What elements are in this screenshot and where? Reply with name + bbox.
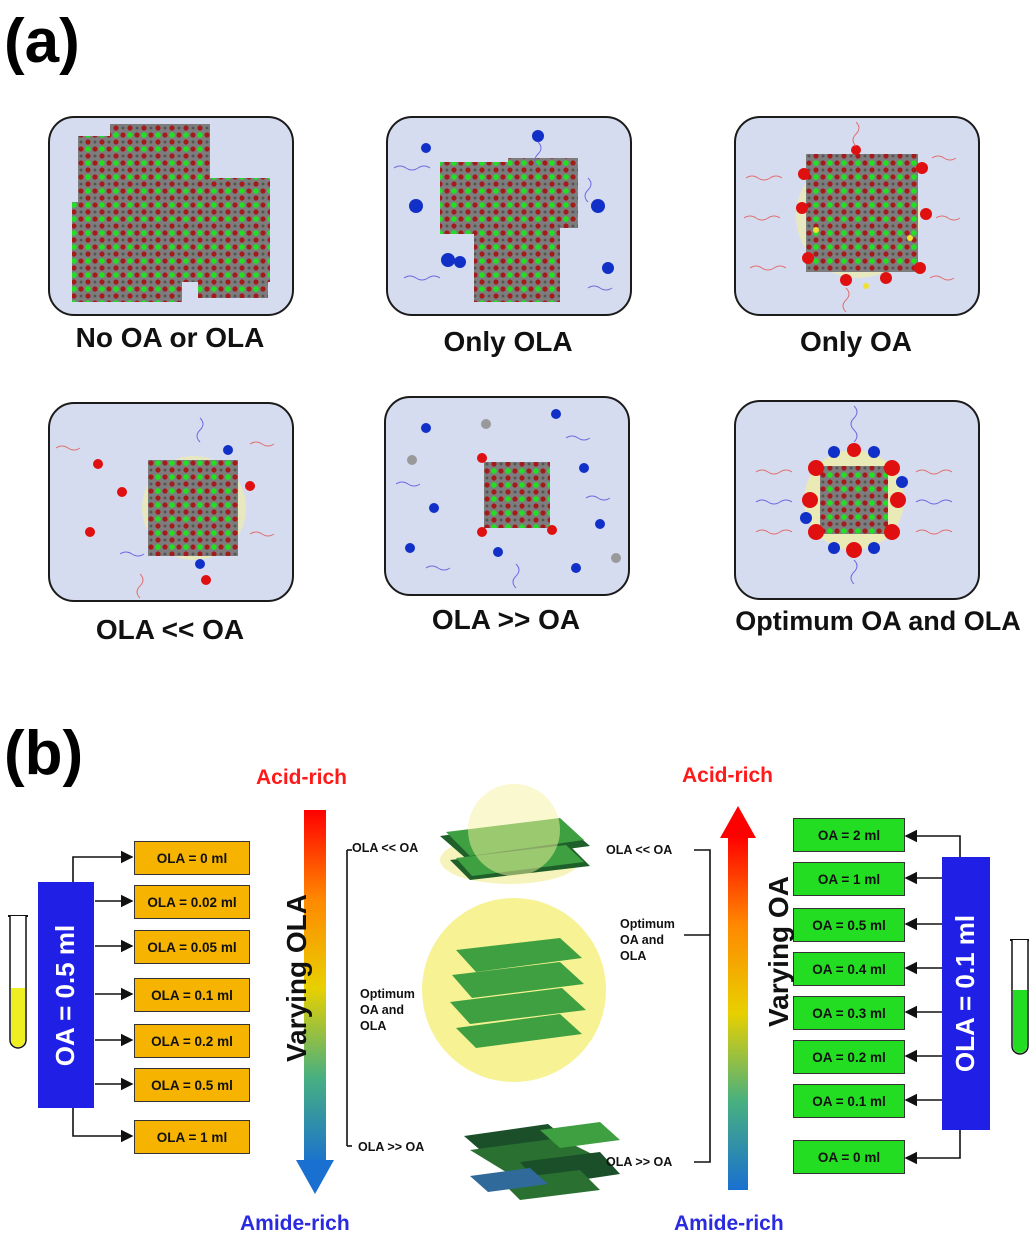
- ola-more-oa-illustration: [395, 409, 621, 589]
- left-amide-rich-label: Amide-rich: [240, 1212, 350, 1235]
- left-mark-mid-line-2: OLA: [360, 1019, 387, 1033]
- scheme-optimum: [734, 400, 980, 600]
- right-ola-bar-label: OLA = 0.1 ml: [950, 914, 981, 1073]
- right-bracket: [684, 849, 711, 1163]
- oa-box-2: OA = 0.5 ml: [793, 908, 905, 942]
- caption-ola-more-oa: OLA >> OA: [431, 604, 581, 635]
- right-mark-bottom: OLA >> OA: [606, 1155, 673, 1169]
- oa-box-7: OA = 0 ml: [793, 1140, 905, 1174]
- scheme-ola-less-oa: [48, 402, 294, 602]
- left-oa-bar-label: OA = 0.5 ml: [50, 924, 81, 1066]
- scheme-ola-more-oa: [384, 396, 630, 596]
- caption-ola-less-oa: OLA << OA: [95, 614, 245, 645]
- aggregated-crystals-illustration: [72, 124, 270, 302]
- ola-box-6: OLA = 1 ml: [134, 1120, 250, 1154]
- ola-box-3: OLA = 0.1 ml: [134, 978, 250, 1012]
- oa-box-4: OA = 0.3 ml: [793, 996, 905, 1030]
- ola-box-1: OLA = 0.02 ml: [134, 885, 250, 919]
- caption-no-oa-ola: No OA or OLA: [75, 322, 265, 353]
- left-mark-mid: Optimum OA and OLA: [360, 986, 415, 1034]
- oa-capped-crystal-illustration: [743, 121, 961, 313]
- ola-less-oa-illustration: [55, 417, 275, 599]
- right-mark-mid-line-0: Optimum: [620, 917, 675, 931]
- right-mark-mid-line-2: OLA: [620, 949, 647, 963]
- oa-box-1: OA = 1 ml: [793, 862, 905, 896]
- oa-box-0: OA = 2 ml: [793, 818, 905, 852]
- ola-box-2: OLA = 0.05 ml: [134, 930, 250, 964]
- stacked-sheets-top-illustration: [440, 784, 590, 884]
- caption-optimum: Optimum OA and OLA: [735, 606, 1021, 636]
- left-gradient-arrowhead: [296, 1160, 334, 1194]
- right-mark-top: OLA << OA: [606, 843, 673, 857]
- left-oa-bar: OA = 0.5 ml: [38, 882, 94, 1108]
- right-mark-mid: Optimum OA and OLA: [620, 916, 675, 964]
- varying-ola-title: Varying OLA: [281, 893, 312, 1063]
- scheme-only-ola: [386, 116, 632, 316]
- stacked-sheets-bottom-illustration: [464, 1122, 620, 1200]
- right-amide-rich-label: Amide-rich: [674, 1212, 784, 1235]
- oa-box-5: OA = 0.2 ml: [793, 1040, 905, 1074]
- right-ola-bar: OLA = 0.1 ml: [942, 857, 990, 1130]
- varying-oa-title: Varying OA: [763, 876, 794, 1027]
- scheme-no-ligand: [48, 116, 294, 316]
- right-gradient-arrowhead: [720, 806, 756, 838]
- right-gradient-shaft: [728, 836, 748, 1190]
- panel-a-label: (a): [4, 7, 80, 76]
- caption-only-ola: Only OLA: [443, 326, 573, 357]
- scheme-only-oa: [734, 116, 980, 316]
- left-mark-bottom: OLA >> OA: [358, 1140, 425, 1154]
- ola-box-5: OLA = 0.5 ml: [134, 1068, 250, 1102]
- caption-only-oa: Only OA: [799, 326, 912, 357]
- right-mark-mid-line-1: OA and: [620, 933, 664, 947]
- left-mark-top: OLA << OA: [352, 841, 419, 855]
- left-tree-lines: [72, 850, 134, 1143]
- ola-box-0: OLA = 0 ml: [134, 841, 250, 875]
- left-gradient-shaft: [304, 810, 326, 1166]
- oa-box-6: OA = 0.1 ml: [793, 1084, 905, 1118]
- optimum-capping-illustration: [755, 405, 953, 585]
- right-tree-lines: [904, 829, 961, 1165]
- left-bracket: [346, 849, 352, 1147]
- left-mark-mid-line-1: OA and: [360, 1003, 404, 1017]
- ola-box-4: OLA = 0.2 ml: [134, 1024, 250, 1058]
- panel-b-label: (b): [4, 719, 84, 788]
- stacked-sheets-mid-illustration: [422, 898, 606, 1082]
- right-test-tube-icon: [1010, 939, 1029, 1055]
- right-acid-rich-label: Acid-rich: [682, 764, 774, 787]
- left-test-tube-icon: [8, 915, 28, 1049]
- ola-capped-crystals-illustration: [393, 130, 614, 302]
- left-mark-mid-line-0: Optimum: [360, 987, 415, 1001]
- left-acid-rich-label: Acid-rich: [256, 766, 348, 789]
- oa-box-3: OA = 0.4 ml: [793, 952, 905, 986]
